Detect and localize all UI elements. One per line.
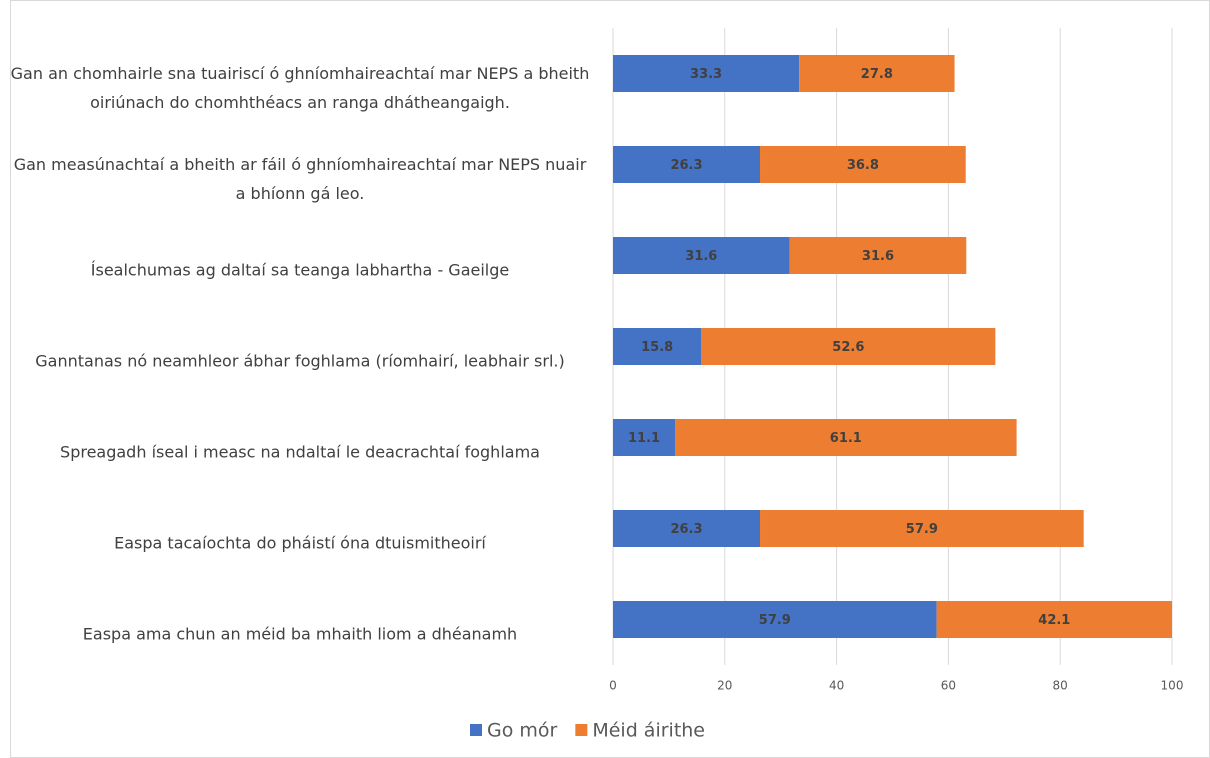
category-label: Ísealchumas ag daltaí sa teanga labharth… — [90, 260, 510, 279]
data-label: 31.6 — [685, 249, 717, 264]
category-label: Gan measúnachtaí a bheith ar fáil ó ghní… — [13, 154, 587, 203]
x-tick-label: 100 — [1161, 679, 1184, 693]
data-label: 11.1 — [628, 431, 660, 446]
bar-segment — [613, 601, 937, 638]
legend-swatch — [575, 724, 588, 736]
data-label: 26.3 — [670, 522, 702, 537]
data-label: 57.9 — [759, 613, 791, 628]
bar-segment — [613, 146, 761, 183]
legend-label: Go mór — [487, 720, 558, 742]
bar-segment — [799, 55, 955, 92]
bar-segment — [701, 328, 996, 365]
category-label: Gan an chomhairle sna tuairiscí ó ghníom… — [10, 63, 590, 112]
data-label: 27.8 — [861, 67, 893, 82]
bar-segment — [613, 419, 676, 456]
bar-segment — [613, 237, 790, 274]
x-tick-label: 60 — [941, 679, 956, 693]
data-label: 31.6 — [862, 249, 894, 264]
x-tick-label: 0 — [609, 679, 617, 693]
x-tick-label: 40 — [829, 679, 844, 693]
legend-swatch — [470, 724, 482, 736]
data-label: 15.8 — [641, 340, 673, 355]
bar-segment — [613, 510, 761, 547]
data-label: 36.8 — [847, 158, 879, 173]
bar-segment — [936, 601, 1172, 638]
data-label: 42.1 — [1038, 613, 1070, 628]
data-label: 57.9 — [906, 522, 938, 537]
x-tick-label: 80 — [1053, 679, 1068, 693]
data-label: 33.3 — [690, 67, 722, 82]
data-label: 61.1 — [830, 431, 862, 446]
x-tick-label: 20 — [717, 679, 732, 693]
bar-segment — [613, 55, 800, 92]
category-label: Easpa tacaíochta do pháistí óna dtuismit… — [114, 533, 486, 552]
bar-segment — [760, 146, 966, 183]
bar-segment — [789, 237, 967, 274]
category-label: Spreagadh íseal i measc na ndaltaí le de… — [60, 442, 540, 461]
bar-segment — [675, 419, 1017, 456]
legend-label: Méid áirithe — [592, 720, 705, 742]
bar-segment — [613, 328, 702, 365]
bar-segment — [760, 510, 1084, 547]
data-label: 26.3 — [670, 158, 702, 173]
category-label: Easpa ama chun an méid ba mhaith liom a … — [82, 624, 518, 643]
data-label: 52.6 — [832, 340, 864, 355]
category-label: Ganntanas nó neamhleor ábhar foghlama (r… — [35, 351, 565, 370]
